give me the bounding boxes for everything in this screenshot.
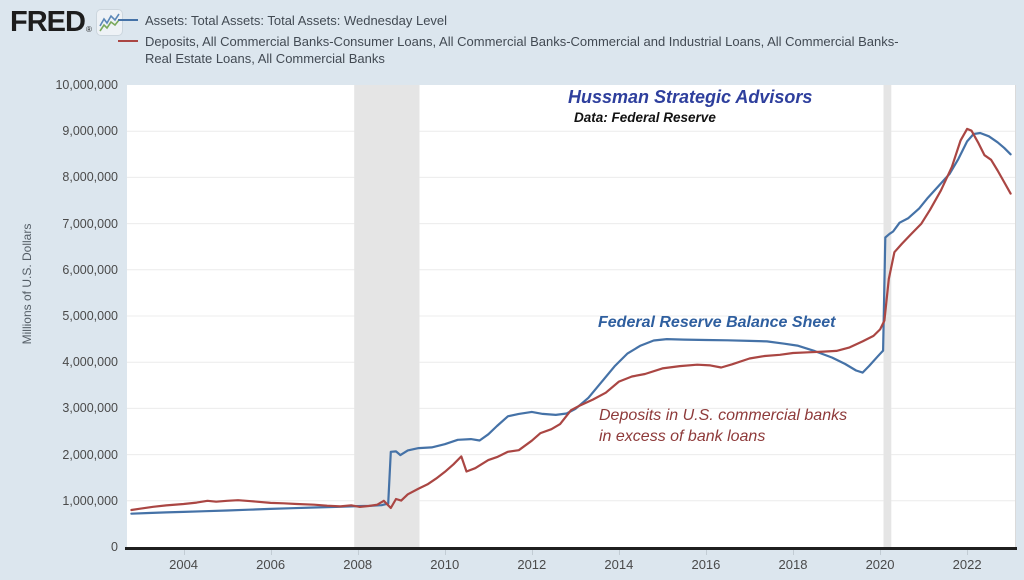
x-tick-mark <box>531 550 533 555</box>
legend-item-deposits: Deposits, All Commercial Banks-Consumer … <box>118 33 915 67</box>
x-tick-label: 2016 <box>691 557 721 572</box>
x-tick-mark <box>880 550 882 555</box>
annotation-deposits-in-excess: Deposits in U.S. commercial banks in exc… <box>599 405 847 447</box>
registered-trademark: ® <box>85 25 92 34</box>
legend-label-deposits: Deposits, All Commercial Banks-Consumer … <box>145 34 899 66</box>
x-tick-label: 2018 <box>778 557 808 572</box>
x-tick-mark <box>705 550 707 555</box>
x-tick-label: 2014 <box>604 557 634 572</box>
fred-logo[interactable]: FRED ® <box>10 6 123 38</box>
y-tick-label: 1,000,000 <box>62 493 118 508</box>
legend-swatch-blue <box>118 19 138 21</box>
annotation-deposits-line2: in excess of bank loans <box>599 428 766 445</box>
annotation-federal-reserve-balance-sheet: Federal Reserve Balance Sheet <box>598 314 836 331</box>
y-tick-label: 2,000,000 <box>62 447 118 462</box>
y-tick-label: 8,000,000 <box>62 170 118 185</box>
x-tick-mark <box>444 550 446 555</box>
y-tick-label: 6,000,000 <box>62 262 118 277</box>
x-tick-label: 2022 <box>952 557 982 572</box>
x-axis-line <box>125 547 1017 550</box>
x-tick-mark <box>270 550 272 555</box>
x-tick-label: 2020 <box>865 557 895 572</box>
legend-swatch-red <box>118 40 138 42</box>
annotation-hussman-strategic-advisors: Hussman Strategic Advisors <box>568 87 813 107</box>
y-tick-label: 9,000,000 <box>62 124 118 139</box>
y-tick-label: 3,000,000 <box>62 401 118 416</box>
legend-label-assets: Assets: Total Assets: Total Assets: Wedn… <box>145 13 448 28</box>
y-tick-label: 4,000,000 <box>62 355 118 370</box>
x-tick-mark <box>793 550 794 555</box>
x-tick-mark <box>357 550 359 555</box>
x-tick-label: 2004 <box>169 557 199 572</box>
x-tick-label: 2008 <box>343 557 373 572</box>
fred-logo-text: FRED <box>10 6 86 38</box>
x-tick-mark <box>183 550 185 555</box>
x-tick-label: 2006 <box>256 557 286 572</box>
fred-logo-chart-icon <box>95 9 123 36</box>
chart-canvas <box>127 85 1015 547</box>
annotation-deposits-line1: Deposits in U.S. commercial banks <box>599 407 848 424</box>
x-tick-mark <box>618 550 620 555</box>
y-tick-label: 5,000,000 <box>62 309 118 323</box>
y-tick-label: 7,000,000 <box>62 216 118 231</box>
plot-area: Hussman Strategic Advisors Data: Federal… <box>127 85 1016 547</box>
y-tick-label: 0 <box>111 540 118 554</box>
y-tick-label: 10,000,000 <box>55 78 118 92</box>
x-tick-label: 2012 <box>517 557 547 572</box>
legend: Assets: Total Assets: Total Assets: Wedn… <box>118 12 915 67</box>
x-tick-mark <box>967 550 969 555</box>
legend-item-assets: Assets: Total Assets: Total Assets: Wedn… <box>118 12 915 29</box>
x-tick-label: 2010 <box>430 557 460 572</box>
annotation-data-source: Data: Federal Reserve <box>574 110 716 125</box>
